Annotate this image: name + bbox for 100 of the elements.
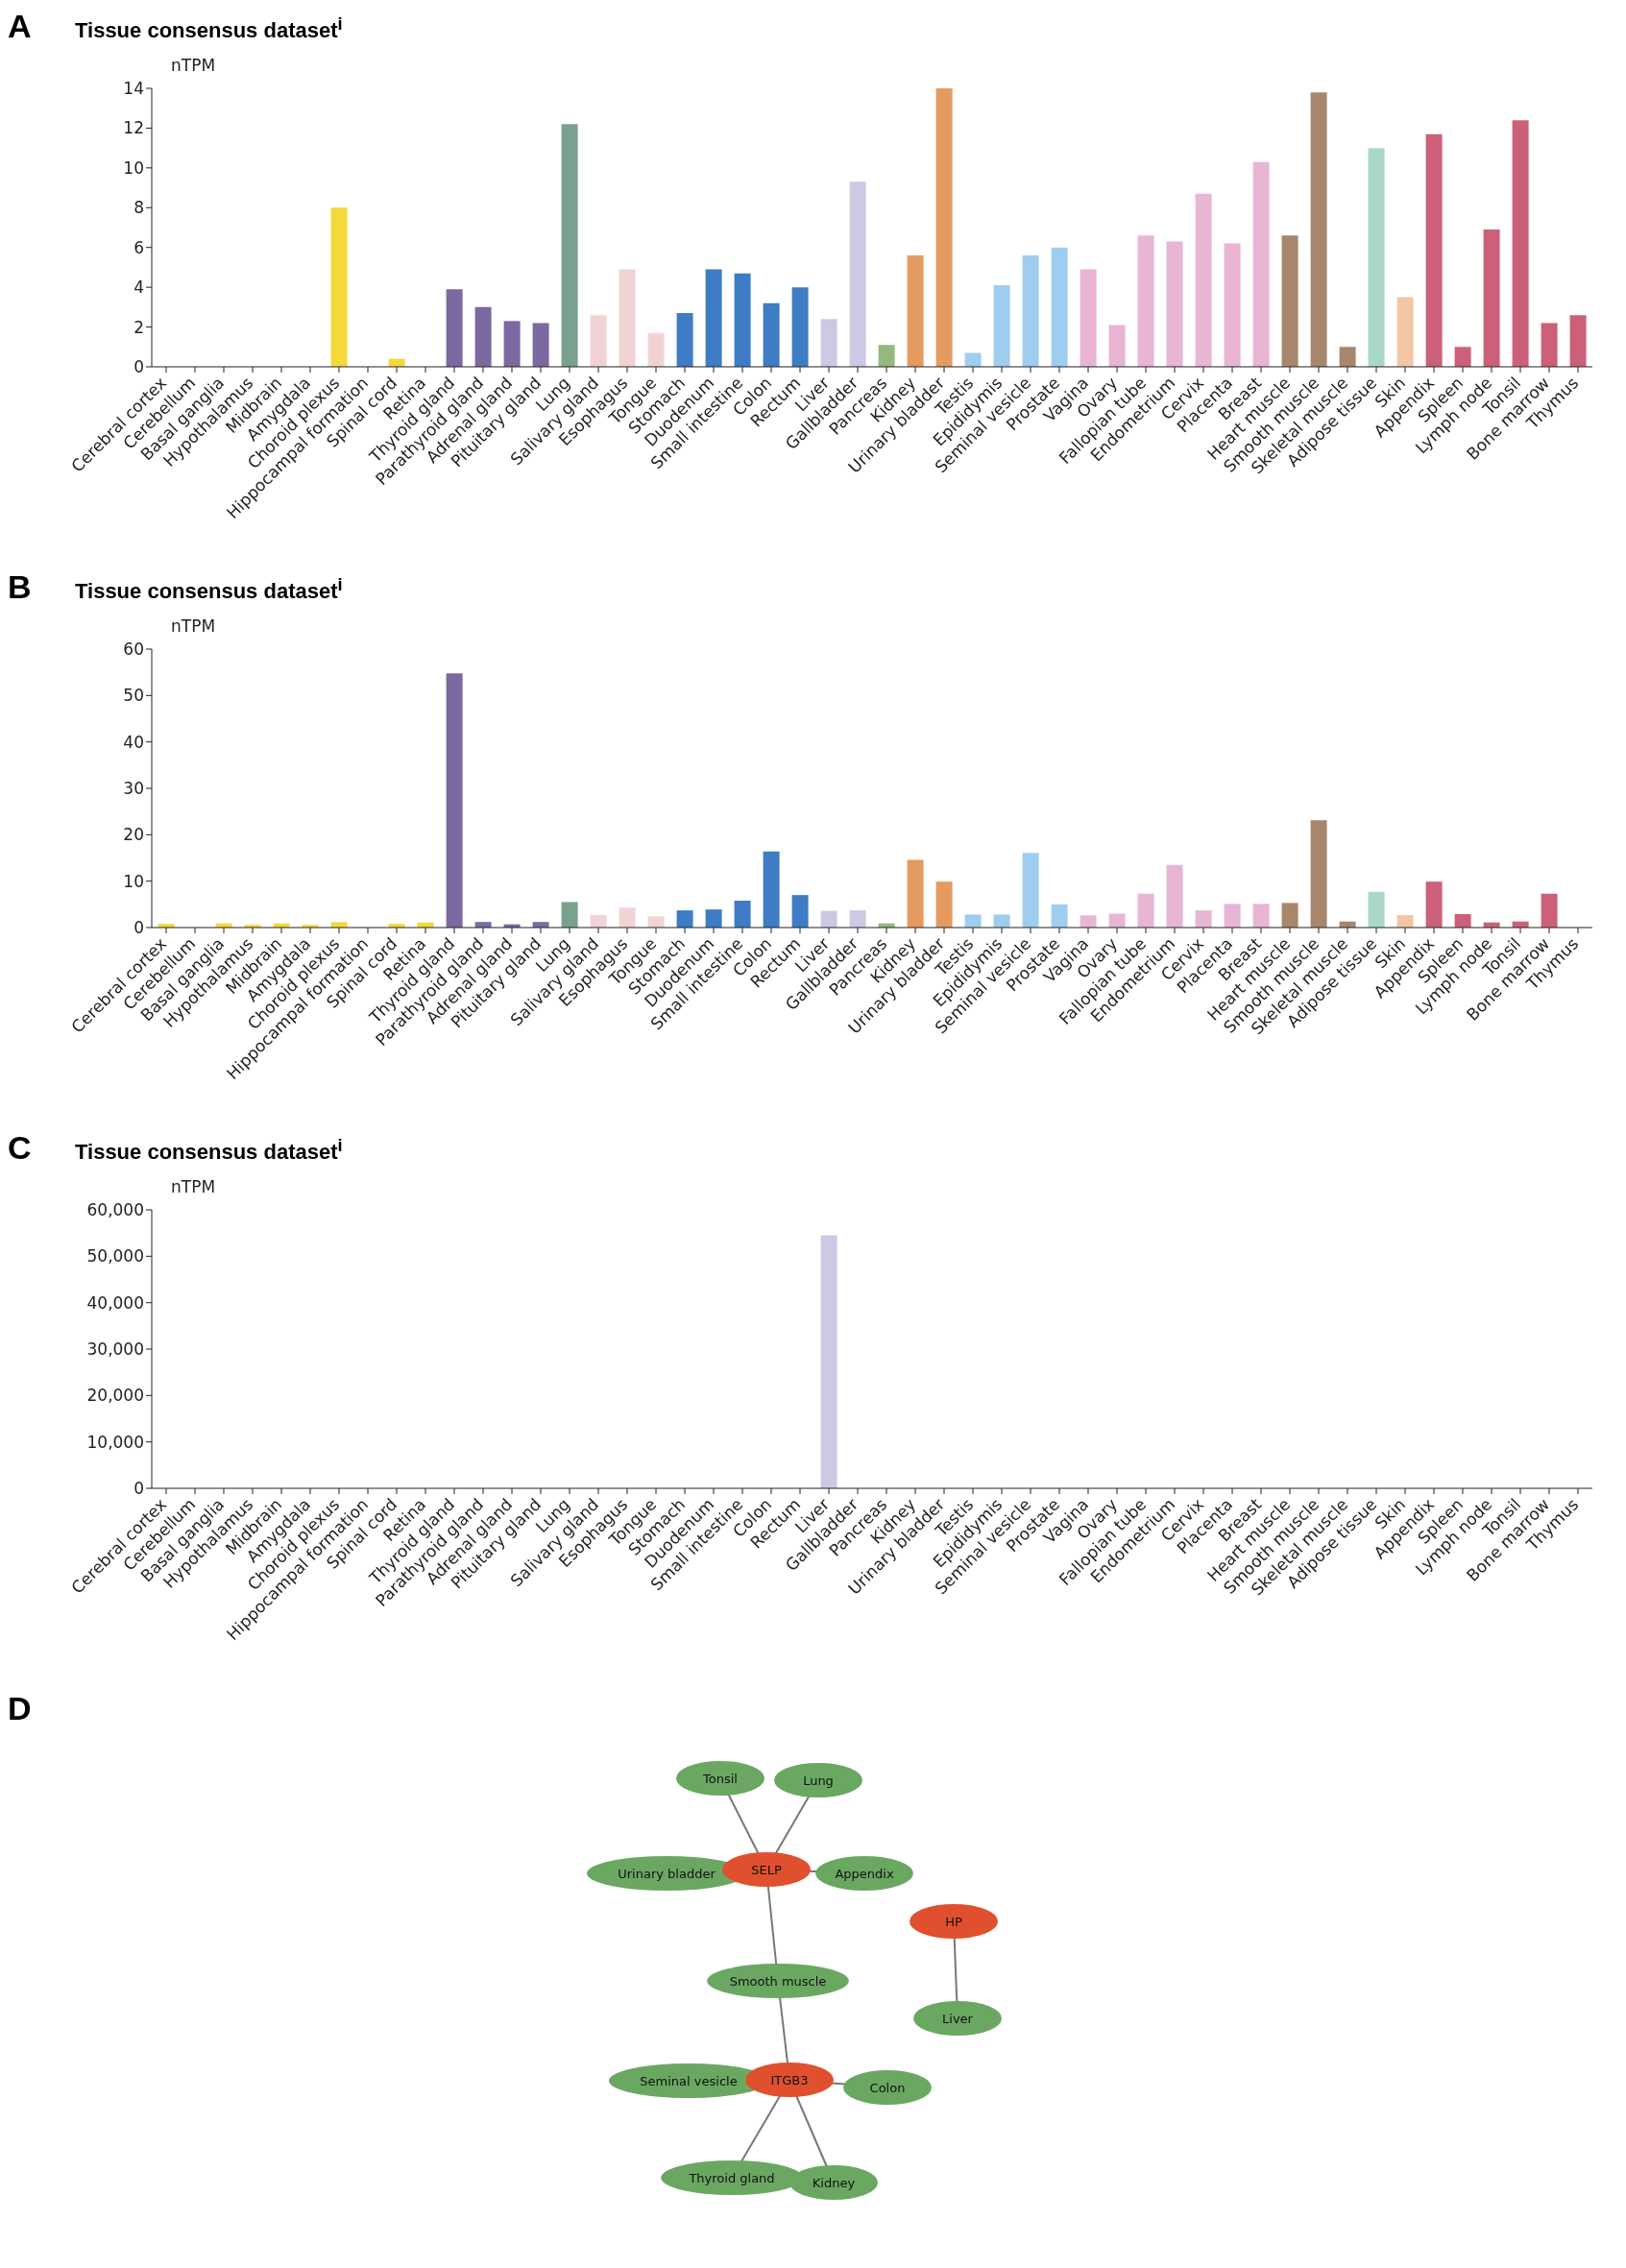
bar xyxy=(1022,255,1039,367)
bar xyxy=(1166,864,1183,928)
bar xyxy=(1252,161,1270,367)
y-tick-label: 10,000 xyxy=(86,1432,144,1452)
bar xyxy=(1252,904,1270,928)
bar xyxy=(474,306,492,367)
bar xyxy=(619,269,636,367)
bar xyxy=(1396,297,1414,367)
bar xyxy=(993,914,1010,928)
bar xyxy=(1541,323,1558,367)
category-label: Liver xyxy=(942,2012,974,2026)
y-axis-title: nTPM xyxy=(171,56,216,75)
text: A xyxy=(8,8,32,45)
y-axis-title: nTPM xyxy=(171,616,216,636)
category-label: Thyroid gland xyxy=(688,2171,775,2185)
category-label: Lung xyxy=(803,1773,834,1788)
bar xyxy=(1224,904,1241,928)
bar xyxy=(1195,193,1212,367)
bar xyxy=(647,916,665,928)
bar xyxy=(1339,347,1356,367)
bar xyxy=(849,181,866,367)
bar xyxy=(676,313,693,367)
y-tick-label: 8 xyxy=(133,198,144,218)
bar xyxy=(1224,243,1241,367)
chart-title: Tissue consensus dataset$^{i}$ xyxy=(75,13,343,44)
y-tick-label: 6 xyxy=(133,237,144,257)
y-tick-label: 10 xyxy=(123,157,144,178)
y-tick-label: 40 xyxy=(123,732,144,752)
category-label: ITGB3 xyxy=(770,2073,809,2087)
bar xyxy=(1310,92,1327,367)
bar xyxy=(1137,235,1154,367)
bar xyxy=(1195,910,1212,928)
bar xyxy=(791,895,809,928)
bar xyxy=(647,332,665,367)
bar xyxy=(734,273,751,367)
bar xyxy=(935,881,953,928)
y-axis-title: nTPM xyxy=(171,1177,216,1196)
bar xyxy=(907,255,924,367)
bar xyxy=(1310,820,1327,928)
y-tick-label: 20 xyxy=(123,825,144,845)
category-label: Colon xyxy=(869,2081,906,2095)
bar xyxy=(820,319,837,367)
bar xyxy=(1080,915,1097,928)
y-tick-label: 0 xyxy=(133,918,144,938)
bar xyxy=(676,910,693,928)
y-tick-label: 12 xyxy=(123,118,144,138)
y-tick-label: 10 xyxy=(123,871,144,891)
y-tick-label: 40,000 xyxy=(86,1292,144,1313)
bar xyxy=(705,269,722,367)
bar xyxy=(820,910,837,928)
bar xyxy=(993,285,1010,367)
bar xyxy=(907,859,924,928)
category-label: HP xyxy=(945,1915,962,1929)
bar xyxy=(1368,148,1385,367)
y-tick-label: 50 xyxy=(123,686,144,706)
bar xyxy=(734,900,751,928)
bar xyxy=(1541,893,1558,928)
bar xyxy=(1080,269,1097,367)
y-tick-label: 4 xyxy=(133,277,144,298)
bar xyxy=(1281,235,1298,367)
bar xyxy=(791,287,809,367)
bar xyxy=(1512,120,1529,367)
text: C xyxy=(8,1129,32,1167)
bar xyxy=(1425,133,1443,367)
bar xyxy=(1022,853,1039,928)
bar xyxy=(763,302,780,367)
bar xyxy=(1425,881,1443,928)
bar xyxy=(330,207,348,367)
bar xyxy=(1281,903,1298,928)
category-label: Tonsil xyxy=(702,1772,738,1786)
category-label: Smooth muscle xyxy=(729,1974,827,1989)
bar xyxy=(1454,913,1471,928)
bar xyxy=(705,909,722,928)
bar xyxy=(1137,893,1154,928)
category-label: Seminal vesicle xyxy=(640,2074,738,2088)
bar xyxy=(1454,347,1471,367)
chart-title: Tissue consensus dataset$^{i}$ xyxy=(75,1135,343,1166)
y-tick-label: 14 xyxy=(123,79,144,99)
bar xyxy=(1051,904,1068,928)
y-tick-label: 20,000 xyxy=(86,1386,144,1406)
bar xyxy=(619,907,636,928)
bar xyxy=(532,323,549,367)
category-label: Appendix xyxy=(835,1867,894,1881)
category-label: SELP xyxy=(751,1863,782,1877)
bar xyxy=(1483,229,1500,367)
bar xyxy=(590,315,607,367)
y-tick-label: 50,000 xyxy=(86,1246,144,1267)
y-tick-label: 60 xyxy=(123,639,144,660)
category-label: Kidney xyxy=(812,2176,856,2190)
chart-title: Tissue consensus dataset$^{i}$ xyxy=(75,574,343,605)
bar xyxy=(446,289,463,367)
bar xyxy=(1051,247,1068,367)
bar xyxy=(590,914,607,928)
bar xyxy=(503,321,521,367)
bar xyxy=(561,902,578,928)
bar xyxy=(849,910,866,928)
bar xyxy=(1368,891,1385,928)
y-tick-label: 0 xyxy=(133,357,144,377)
y-tick-label: 30 xyxy=(123,779,144,799)
bar xyxy=(1396,914,1414,928)
